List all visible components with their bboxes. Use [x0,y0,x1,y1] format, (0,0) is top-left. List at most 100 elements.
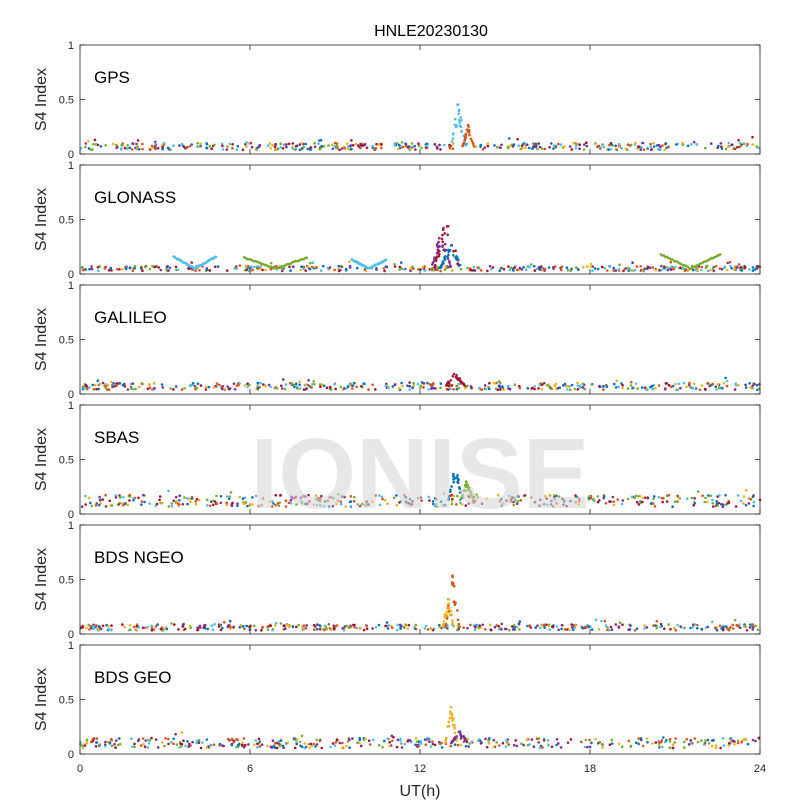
data-point [205,268,209,271]
data-point [399,627,402,630]
data-point [605,385,609,389]
data-point [469,137,473,141]
data-point [511,496,514,499]
data-point [205,738,209,741]
data-point [756,628,760,632]
data-point [243,624,247,628]
data-point [154,738,158,741]
data-point [722,744,726,747]
data-point [273,746,277,750]
data-point [539,498,542,502]
data-point [398,265,402,269]
data-point [298,383,301,387]
data-point [120,143,123,147]
data-point [456,481,460,485]
data-point [737,263,741,266]
data-point [609,148,613,151]
data-point [459,732,462,736]
data-point [242,502,246,506]
data-point [293,746,297,750]
data-point [439,382,443,385]
data-point [537,266,541,269]
data-point [412,267,415,271]
data-point [298,387,302,390]
data-point [115,143,118,147]
data-point [232,382,236,386]
data-point [453,731,457,735]
data-point [432,386,435,390]
data-point [629,143,633,147]
data-point [500,143,503,147]
data-point [671,384,675,388]
data-point [339,385,343,389]
data-point [235,267,238,271]
data-point [424,624,428,628]
data-point [436,248,440,251]
data-point [631,386,634,390]
panel-bds-geo-axes-box [79,644,761,755]
data-point [649,148,653,152]
data-point [377,743,381,747]
data-point [717,144,720,148]
data-point [754,624,757,628]
data-point [593,267,597,270]
data-point [668,746,672,749]
data-point [620,745,624,748]
data-point [91,739,95,742]
data-point [186,740,189,743]
data-point [547,624,551,628]
data-point [260,629,263,632]
data-point [465,480,468,484]
data-point [348,746,351,749]
data-point [523,494,527,497]
data-point [583,745,587,749]
data-point [94,504,98,507]
data-point [733,268,736,272]
data-point [343,495,346,499]
data-point [268,500,272,503]
data-point [190,261,193,264]
data-point [458,124,462,127]
data-point [451,575,454,579]
data-point [716,383,720,386]
data-point [359,744,363,748]
data-point [347,147,350,150]
data-point [109,738,113,741]
data-point [458,491,462,494]
data-point [307,742,311,746]
data-point [470,139,474,143]
data-point [686,144,690,148]
data-point [150,736,153,740]
data-point [654,624,657,627]
data-point [154,147,157,151]
data-point [404,623,408,627]
data-point [216,265,220,268]
data-point [109,267,112,271]
data-point [128,499,131,502]
data-point [147,383,151,387]
data-point [541,383,544,386]
data-point [548,146,551,149]
data-point [617,385,620,389]
data-point [137,385,141,389]
data-point [724,503,728,507]
data-point [751,386,754,390]
data-point [98,265,102,268]
data-point [240,743,244,747]
data-point [501,385,504,389]
data-point [449,379,453,382]
data-point [683,740,686,744]
data-point [362,382,366,385]
y-tick-label: 0 [68,389,74,401]
data-point [483,384,487,387]
data-point [89,148,93,151]
data-point [442,226,445,230]
data-point [459,743,463,747]
data-point [333,141,337,145]
data-point [709,142,713,145]
data-point [398,268,401,271]
data-point [573,626,576,629]
data-point [667,266,670,270]
data-point [231,147,234,150]
